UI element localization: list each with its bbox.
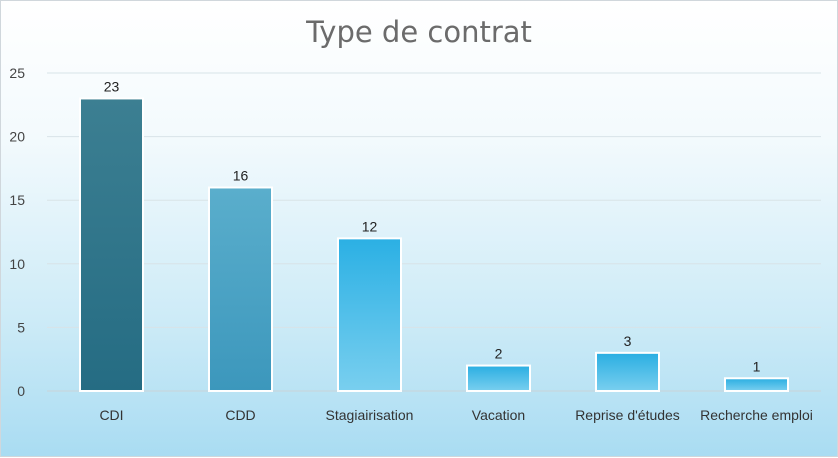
bar [724,377,789,392]
data-label: 16 [233,167,249,183]
data-label: 1 [753,358,761,374]
chart-title-text: Type de contrat [306,15,532,49]
chart-title: Type de contrat [1,15,837,49]
category-label: Reprise d'études [575,407,680,423]
category-label: Stagiairisation [326,407,414,423]
data-label: 3 [624,333,632,349]
y-tick-label: 5 [17,319,25,335]
data-label: 12 [362,218,378,234]
y-tick-label: 10 [9,256,25,272]
bar [337,237,402,392]
data-label: 23 [104,78,120,94]
bar [466,364,531,392]
y-tick-label: 15 [9,192,25,208]
data-label: 2 [495,346,503,362]
category-label: CDI [99,407,123,423]
bar [208,186,273,392]
bar [595,351,660,392]
category-label: Recherche emploi [700,407,813,423]
bar [79,97,144,392]
y-tick-label: 20 [9,129,25,145]
y-tick-label: 0 [17,383,25,399]
y-tick-label: 25 [9,65,25,81]
category-label: CDD [225,407,255,423]
category-label: Vacation [472,407,525,423]
